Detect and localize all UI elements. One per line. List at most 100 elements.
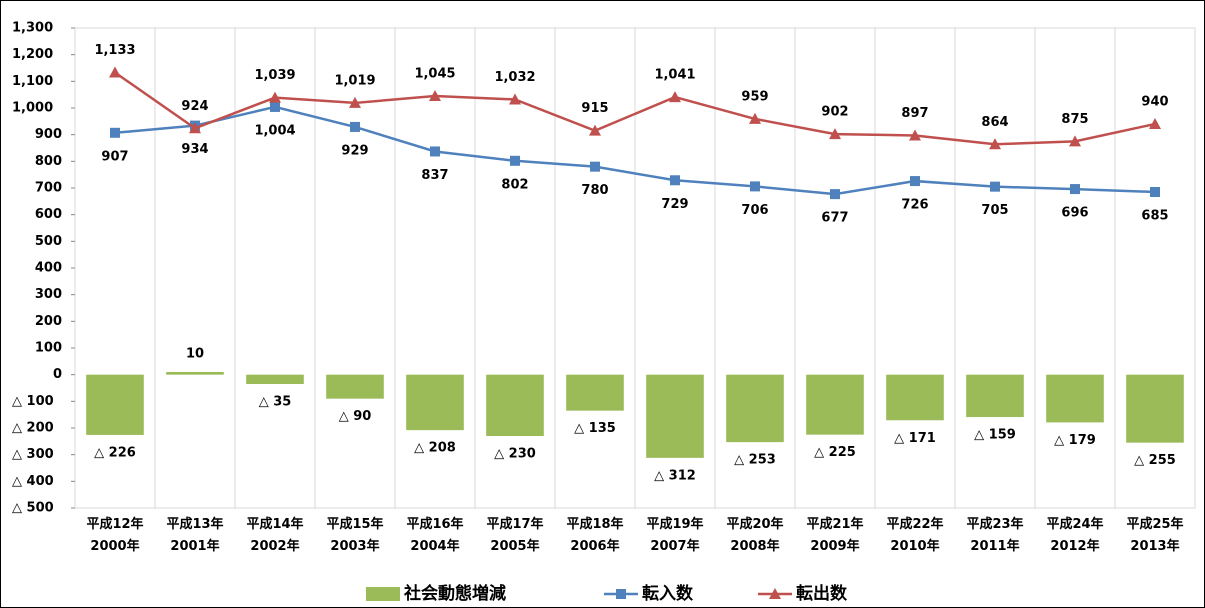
x-tick-label: 平成22年 2010年 (886, 516, 943, 554)
bar (966, 374, 1024, 418)
data-label: 706 (741, 203, 768, 218)
line (114, 105, 1156, 196)
y-tick-label: △ 300 (12, 447, 54, 462)
data-label: △ 312 (654, 468, 696, 483)
data-label: △ 255 (1134, 453, 1176, 468)
marker (509, 93, 521, 105)
bar (726, 374, 784, 443)
data-label: 902 (821, 105, 848, 120)
data-label: 915 (581, 101, 608, 116)
data-label: 897 (901, 106, 928, 121)
y-tick-label: 100 (35, 341, 62, 356)
marker (909, 129, 921, 141)
data-label: △ 230 (494, 447, 536, 462)
bar (246, 374, 304, 384)
y-tick-label: 300 (35, 287, 62, 302)
marker (670, 175, 680, 186)
y-tick-label: 800 (35, 154, 62, 169)
data-label: 959 (741, 89, 768, 104)
y-tick-label: 900 (35, 127, 62, 142)
data-label: △ 253 (734, 453, 776, 468)
x-tick-label: 平成12年 2000年 (86, 516, 143, 554)
y-tick-label: △ 400 (12, 474, 54, 489)
bar (326, 374, 384, 399)
y-tick-label: △ 500 (12, 501, 54, 516)
y-tick-label: 400 (35, 261, 62, 276)
data-label: 729 (661, 197, 688, 212)
legend-label: 社会動態増減 (403, 583, 506, 604)
data-label: △ 159 (974, 428, 1016, 443)
data-label: 705 (981, 203, 1008, 218)
marker (990, 181, 1000, 192)
y-tick-label: 0 (53, 367, 62, 382)
data-label: 726 (901, 198, 928, 213)
data-label: 780 (581, 183, 608, 198)
marker (829, 128, 841, 140)
data-label: 677 (821, 211, 848, 226)
y-tick-label: 600 (35, 207, 62, 222)
legend-swatch (366, 587, 400, 601)
data-label: 1,004 (254, 123, 295, 138)
bar (1046, 374, 1104, 423)
data-label: 802 (501, 177, 528, 192)
marker (750, 181, 760, 192)
legend-label: 転入数 (642, 583, 694, 604)
marker (430, 146, 440, 157)
data-label: 10 (186, 347, 204, 362)
data-label: 924 (181, 99, 208, 114)
y-tick-label: 1,000 (12, 101, 53, 116)
data-label: 907 (101, 149, 128, 164)
x-tick-label: 平成14年 2002年 (246, 516, 303, 554)
data-label: 696 (1061, 206, 1088, 221)
y-tick-label: 1,200 (12, 47, 53, 62)
x-tick-label: 平成19年 2007年 (646, 516, 703, 554)
y-tick-label: 200 (35, 314, 62, 329)
marker (1070, 184, 1080, 195)
bar (566, 374, 624, 411)
x-tick-label: 平成17年 2005年 (486, 516, 543, 554)
marker (910, 176, 920, 187)
data-label: 934 (181, 142, 208, 157)
data-label: 864 (981, 115, 1008, 130)
bar (1126, 374, 1184, 443)
x-tick-label: 平成16年 2004年 (406, 516, 463, 554)
marker (749, 112, 761, 124)
data-label: 940 (1141, 95, 1168, 110)
data-label: △ 208 (414, 441, 456, 456)
marker (429, 90, 441, 101)
data-label: △ 226 (94, 445, 136, 460)
x-tick-label: 平成18年 2006年 (566, 516, 623, 554)
x-tick-label: 平成15年 2003年 (326, 516, 383, 554)
data-label: 1,133 (94, 43, 135, 58)
data-label: 1,019 (334, 73, 375, 88)
marker (669, 91, 681, 103)
x-tick-label: 平成13年 2001年 (166, 516, 223, 554)
data-label: 1,039 (254, 68, 295, 83)
marker (1069, 135, 1081, 147)
marker (989, 138, 1001, 150)
marker (590, 161, 600, 172)
legend-label: 転出数 (796, 583, 848, 604)
marker (110, 127, 120, 138)
marker (349, 96, 361, 108)
bar (86, 374, 144, 435)
marker (269, 91, 281, 103)
bar (486, 374, 544, 436)
data-label: △ 90 (339, 409, 372, 424)
data-label: △ 225 (814, 445, 856, 460)
bar (406, 374, 464, 431)
data-label: 1,041 (654, 68, 695, 83)
marker (109, 66, 121, 78)
x-tick-label: 平成24年 2012年 (1046, 516, 1103, 554)
marker (270, 101, 280, 112)
data-label: 1,032 (494, 70, 535, 85)
bar (806, 374, 864, 435)
data-label: 1,045 (414, 67, 455, 82)
marker (510, 155, 520, 166)
data-label: △ 135 (574, 421, 616, 436)
y-tick-label: 700 (35, 181, 62, 196)
data-label: 929 (341, 143, 368, 158)
bar (166, 372, 224, 375)
